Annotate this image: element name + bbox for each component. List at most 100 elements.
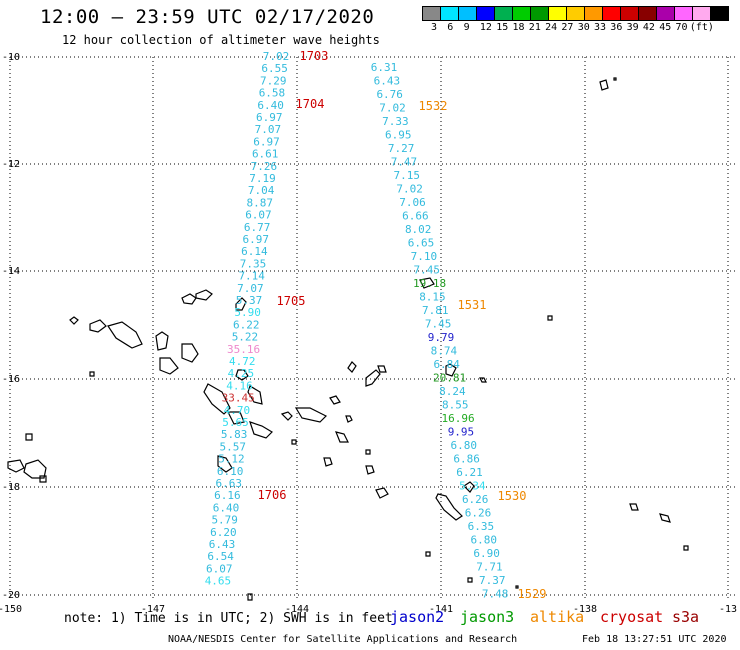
swh-value: 6.97 (256, 111, 283, 124)
swh-value: 4.25 (228, 367, 255, 380)
colorbar-label: 42 (642, 22, 655, 33)
swh-value: 6.55 (261, 62, 288, 75)
graticule (9, 56, 735, 600)
swh-value: 7.10 (411, 250, 438, 263)
swh-value: 9.79 (428, 331, 455, 344)
swh-value: 7.27 (388, 142, 415, 155)
legend-jason3: jason3 (460, 608, 515, 626)
swh-value: 6.21 (456, 466, 483, 479)
swh-value: 7.33 (382, 115, 409, 128)
latitude-tick-label: -14 (2, 266, 20, 277)
swh-value: 6.07 (206, 562, 233, 575)
colorbar-label: 21 (528, 22, 541, 33)
swh-value: 7.71 (476, 561, 503, 574)
pass-time-label: 1529 (518, 587, 547, 601)
colorbar-label: 12 (479, 22, 492, 33)
colorbar-label: 36 (610, 22, 623, 33)
swh-value: 6.86 (453, 453, 480, 466)
swh-value: 16.96 (442, 412, 475, 425)
legend-jason2: jason2 (390, 608, 445, 626)
legend-cryosat: cryosat (600, 608, 664, 626)
swh-value: 7.19 (249, 172, 276, 185)
swh-value: 6.26 (462, 493, 489, 506)
page-subtitle: 12 hour collection of altimeter wave hei… (62, 33, 380, 47)
swh-value: 7.26 (251, 160, 278, 173)
swh-value: 6.97 (243, 233, 270, 246)
longitude-tick-label: -138 (573, 604, 597, 615)
page-title: 12:00 – 23:59 UTC 02/17/2020 (40, 6, 375, 28)
swh-value: 6.97 (253, 135, 280, 148)
colorbar-label: 30 (577, 22, 590, 33)
legend-s3a: s3a (672, 608, 700, 626)
colorbar-swatch (710, 6, 729, 21)
longitude-tick-label: -13 (719, 604, 737, 615)
swh-value: 5.12 (218, 453, 245, 466)
swh-value: 6.80 (451, 439, 478, 452)
swh-value: 6.40 (257, 99, 284, 112)
longitude-tick-label: -147 (141, 604, 165, 615)
swh-value: 6.43 (209, 538, 236, 551)
swh-value: 5.65 (222, 416, 249, 429)
swh-value: 5.34 (459, 480, 486, 493)
swh-value: 7.37 (479, 574, 506, 587)
longitude-tick-label: -150 (0, 604, 22, 615)
swh-value: 7.45 (414, 264, 441, 277)
swh-value: 6.80 (471, 534, 498, 547)
swh-value: 19.18 (413, 277, 446, 290)
swh-value: 7.47 (391, 156, 418, 169)
swh-value: 6.90 (473, 547, 500, 560)
longitude-tick-label: -141 (429, 604, 453, 615)
colorbar (422, 6, 729, 21)
swh-value: 6.66 (402, 210, 429, 223)
swh-value: 5.22 (232, 331, 259, 344)
pass-time-label: 1706 (258, 488, 287, 502)
swh-value: 7.15 (394, 169, 421, 182)
swh-value: 5.79 (211, 514, 238, 527)
swh-value: 7.29 (260, 74, 287, 87)
swh-value: 6.61 (252, 148, 279, 161)
colorbar-label: 24 (545, 22, 558, 33)
swh-value: 7.02 (396, 183, 423, 196)
swh-value: 7.04 (248, 184, 275, 197)
colorbar-label: 6 (447, 22, 454, 33)
swh-value: 7.07 (237, 282, 264, 295)
swh-value: 8.74 (431, 345, 458, 358)
pass-time-label: 1531 (458, 298, 487, 312)
swh-value: 4.72 (229, 355, 256, 368)
latitude-tick-label: -18 (2, 482, 20, 493)
swh-value: 6.65 (408, 237, 435, 250)
latitude-tick-label: -16 (2, 374, 20, 385)
swh-value: 4.16 (226, 379, 253, 392)
swh-value: 6.76 (376, 88, 403, 101)
swh-value: 6.20 (210, 526, 237, 539)
swh-value: 6.95 (385, 129, 412, 142)
swh-value: 6.31 (371, 61, 398, 74)
colorbar-label: 9 (463, 22, 470, 33)
colorbar-label: 15 (496, 22, 509, 33)
colorbar-label: 33 (594, 22, 607, 33)
swh-value: 7.02 (379, 102, 406, 115)
pass-time-label: 1704 (296, 97, 325, 111)
pass-time-label: 1532 (419, 99, 448, 113)
swh-value: 6.16 (214, 489, 241, 502)
swh-value: 4.65 (205, 575, 232, 588)
swh-value: 6.07 (245, 209, 272, 222)
swh-value: 6.63 (216, 477, 243, 490)
swh-value: 8.15 (419, 291, 446, 304)
swh-value: 6.14 (241, 245, 268, 258)
swh-value: 35.16 (227, 343, 260, 356)
swh-value: 33.45 (222, 392, 255, 405)
swh-value: 7.45 (425, 318, 452, 331)
generation-timestamp: Feb 18 13:27:51 UTC 2020 (582, 634, 727, 645)
colorbar-label: 39 (626, 22, 639, 33)
latitude-tick-label: -12 (2, 159, 20, 170)
swh-value: 7.02 (263, 50, 290, 63)
swh-value: 8.87 (247, 196, 274, 209)
colorbar-label: 70 (675, 22, 688, 33)
swh-value: 6.26 (465, 507, 492, 520)
swh-value: 5.37 (236, 294, 263, 307)
swh-value: 6.77 (244, 221, 271, 234)
latitude-tick-label: -10 (2, 52, 20, 63)
